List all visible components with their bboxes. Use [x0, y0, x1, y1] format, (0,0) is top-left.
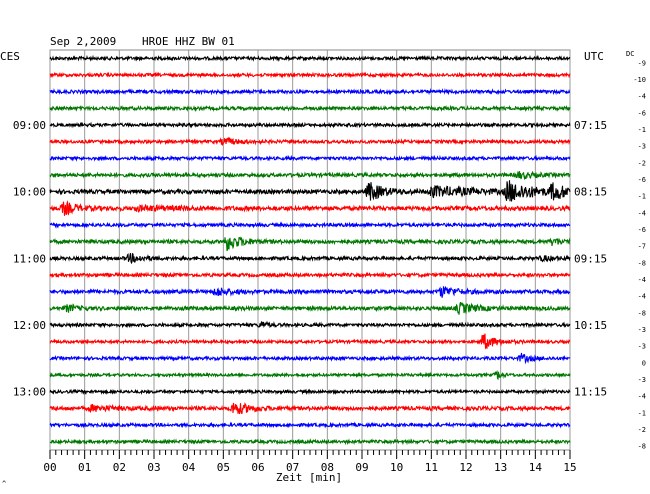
trace-group [49, 54, 571, 446]
dc-offset-label: -2 [638, 159, 646, 167]
x-tick-label: 12 [459, 461, 472, 474]
dc-offset-label: -3 [638, 143, 646, 151]
x-axis-label: Zeit [min] [276, 471, 342, 484]
date-label: Sep 2,2009 [50, 35, 116, 48]
x-tick-label: 01 [78, 461, 91, 474]
axis-labels: 00 01 02 03 04 05 06 07 08 09 10 11 12 13 14 15-9-10-4-… [13, 59, 646, 474]
seismic-trace-18 [49, 333, 571, 350]
seismic-trace-6 [49, 136, 571, 146]
seismic-trace-22 [49, 402, 571, 415]
x-tick-label: 07 [286, 461, 299, 474]
seismic-trace-24 [49, 438, 571, 446]
seismic-trace-11 [49, 221, 571, 229]
right-time-label: 11:15 [574, 386, 607, 399]
dc-offset-label: -4 [638, 276, 646, 284]
plot-frame [49, 49, 571, 451]
right-time-label: 09:15 [574, 252, 607, 265]
dc-offset-label: -4 [638, 393, 646, 401]
plot-grid [49, 49, 571, 459]
dc-offset-label: -8 [638, 259, 646, 267]
dc-offset-label: -6 [638, 109, 646, 117]
dc-offset-label: -6 [638, 176, 646, 184]
dc-offset-label: -3 [638, 326, 646, 334]
left-time-label: 11:00 [13, 252, 46, 265]
seismic-trace-17 [49, 320, 571, 329]
x-tick-label: 05 [217, 461, 230, 474]
seismic-trace-13 [49, 252, 571, 265]
dc-offset-label: -1 [638, 126, 646, 134]
x-tick-label: 10 [390, 461, 403, 474]
seismic-trace-20 [49, 369, 571, 381]
seismic-trace-8 [49, 170, 571, 181]
seismic-trace-2 [49, 71, 571, 79]
dc-offset-label: -8 [638, 309, 646, 317]
seismic-trace-16 [49, 301, 571, 315]
seismic-trace-14 [49, 271, 571, 279]
x-tick-label: 11 [425, 461, 438, 474]
seismic-trace-3 [49, 87, 571, 96]
x-tick-label: 03 [147, 461, 160, 474]
dc-offset-label: -2 [638, 426, 646, 434]
x-tick-label: 08 [321, 461, 334, 474]
seismic-trace-12 [49, 236, 571, 251]
x-tick-label: 06 [251, 461, 264, 474]
x-tick-label: 14 [529, 461, 543, 474]
right-time-label: 10:15 [574, 319, 607, 332]
station-label: HROE HHZ BW 01 [142, 35, 235, 48]
dc-offset-label: -3 [638, 343, 646, 351]
seismic-trace-15 [49, 285, 571, 298]
dc-offset-label: -1 [638, 409, 646, 417]
left-time-label: 13:00 [13, 386, 46, 399]
dc-offset-label: -7 [638, 243, 646, 251]
x-tick-label: 13 [494, 461, 507, 474]
seismic-trace-23 [49, 421, 571, 429]
seismic-trace-9 [49, 180, 571, 202]
dc-offset-label: 0 [642, 359, 646, 367]
dc-offset-label: -10 [633, 76, 646, 84]
seismic-trace-4 [49, 104, 571, 112]
dc-header-label: DC [626, 50, 634, 58]
left-time-label: 12:00 [13, 319, 46, 332]
dc-offset-label: -4 [638, 209, 646, 217]
dc-offset-label: -8 [638, 443, 646, 451]
x-tick-label: 04 [182, 461, 196, 474]
seismic-trace-21 [49, 388, 571, 396]
right-timezone-label: UTC [584, 50, 604, 63]
dc-offset-label: -4 [638, 293, 646, 301]
seismic-trace-7 [49, 154, 571, 162]
left-timezone-label: CES [0, 50, 20, 63]
x-tick-label: 00 [43, 461, 56, 474]
right-time-label: 08:15 [574, 186, 607, 199]
left-time-label: 09:00 [13, 119, 46, 132]
seismic-trace-19 [49, 352, 571, 365]
dc-offset-label: -6 [638, 226, 646, 234]
dc-offset-label: -3 [638, 376, 646, 384]
dc-offset-label: -1 [638, 193, 646, 201]
corner-mark: ^ [2, 480, 6, 488]
x-tick-label: 02 [113, 461, 126, 474]
left-time-label: 10:00 [13, 186, 46, 199]
seismic-trace-5 [49, 121, 571, 129]
seismic-trace-10 [49, 200, 571, 216]
dc-offset-label: -4 [638, 93, 646, 101]
x-tick-label: 09 [355, 461, 368, 474]
seismic-trace-1 [49, 54, 571, 62]
x-tick-label: 15 [563, 461, 576, 474]
right-time-label: 07:15 [574, 119, 607, 132]
dc-offset-label: -9 [638, 59, 646, 67]
